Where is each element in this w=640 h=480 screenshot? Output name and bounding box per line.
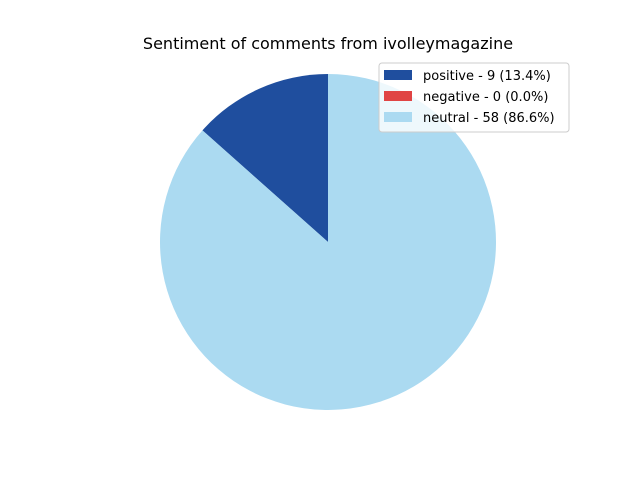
legend-label-2: neutral - 58 (86.6%) [423, 111, 555, 126]
legend-label-0: positive - 9 (13.4%) [423, 69, 551, 84]
pie-slice-0 [202, 74, 328, 242]
legend-swatch-1 [384, 91, 412, 101]
legend: positive - 9 (13.4%) negative - 0 (0.0%) n… [378, 62, 570, 133]
legend-items: positive - 9 (13.4%) negative - 0 (0.0%) n… [384, 69, 555, 126]
legend-swatch-0 [384, 70, 412, 80]
pie-slices [159, 74, 496, 410]
legend-swatch-2 [384, 112, 412, 122]
pie-slice-2 [159, 74, 496, 410]
legend-label-1: negative - 0 (0.0%) [423, 90, 548, 105]
chart-title: Sentiment of comments from ivolleymagazi… [143, 34, 513, 53]
legend-frame [378, 62, 570, 133]
